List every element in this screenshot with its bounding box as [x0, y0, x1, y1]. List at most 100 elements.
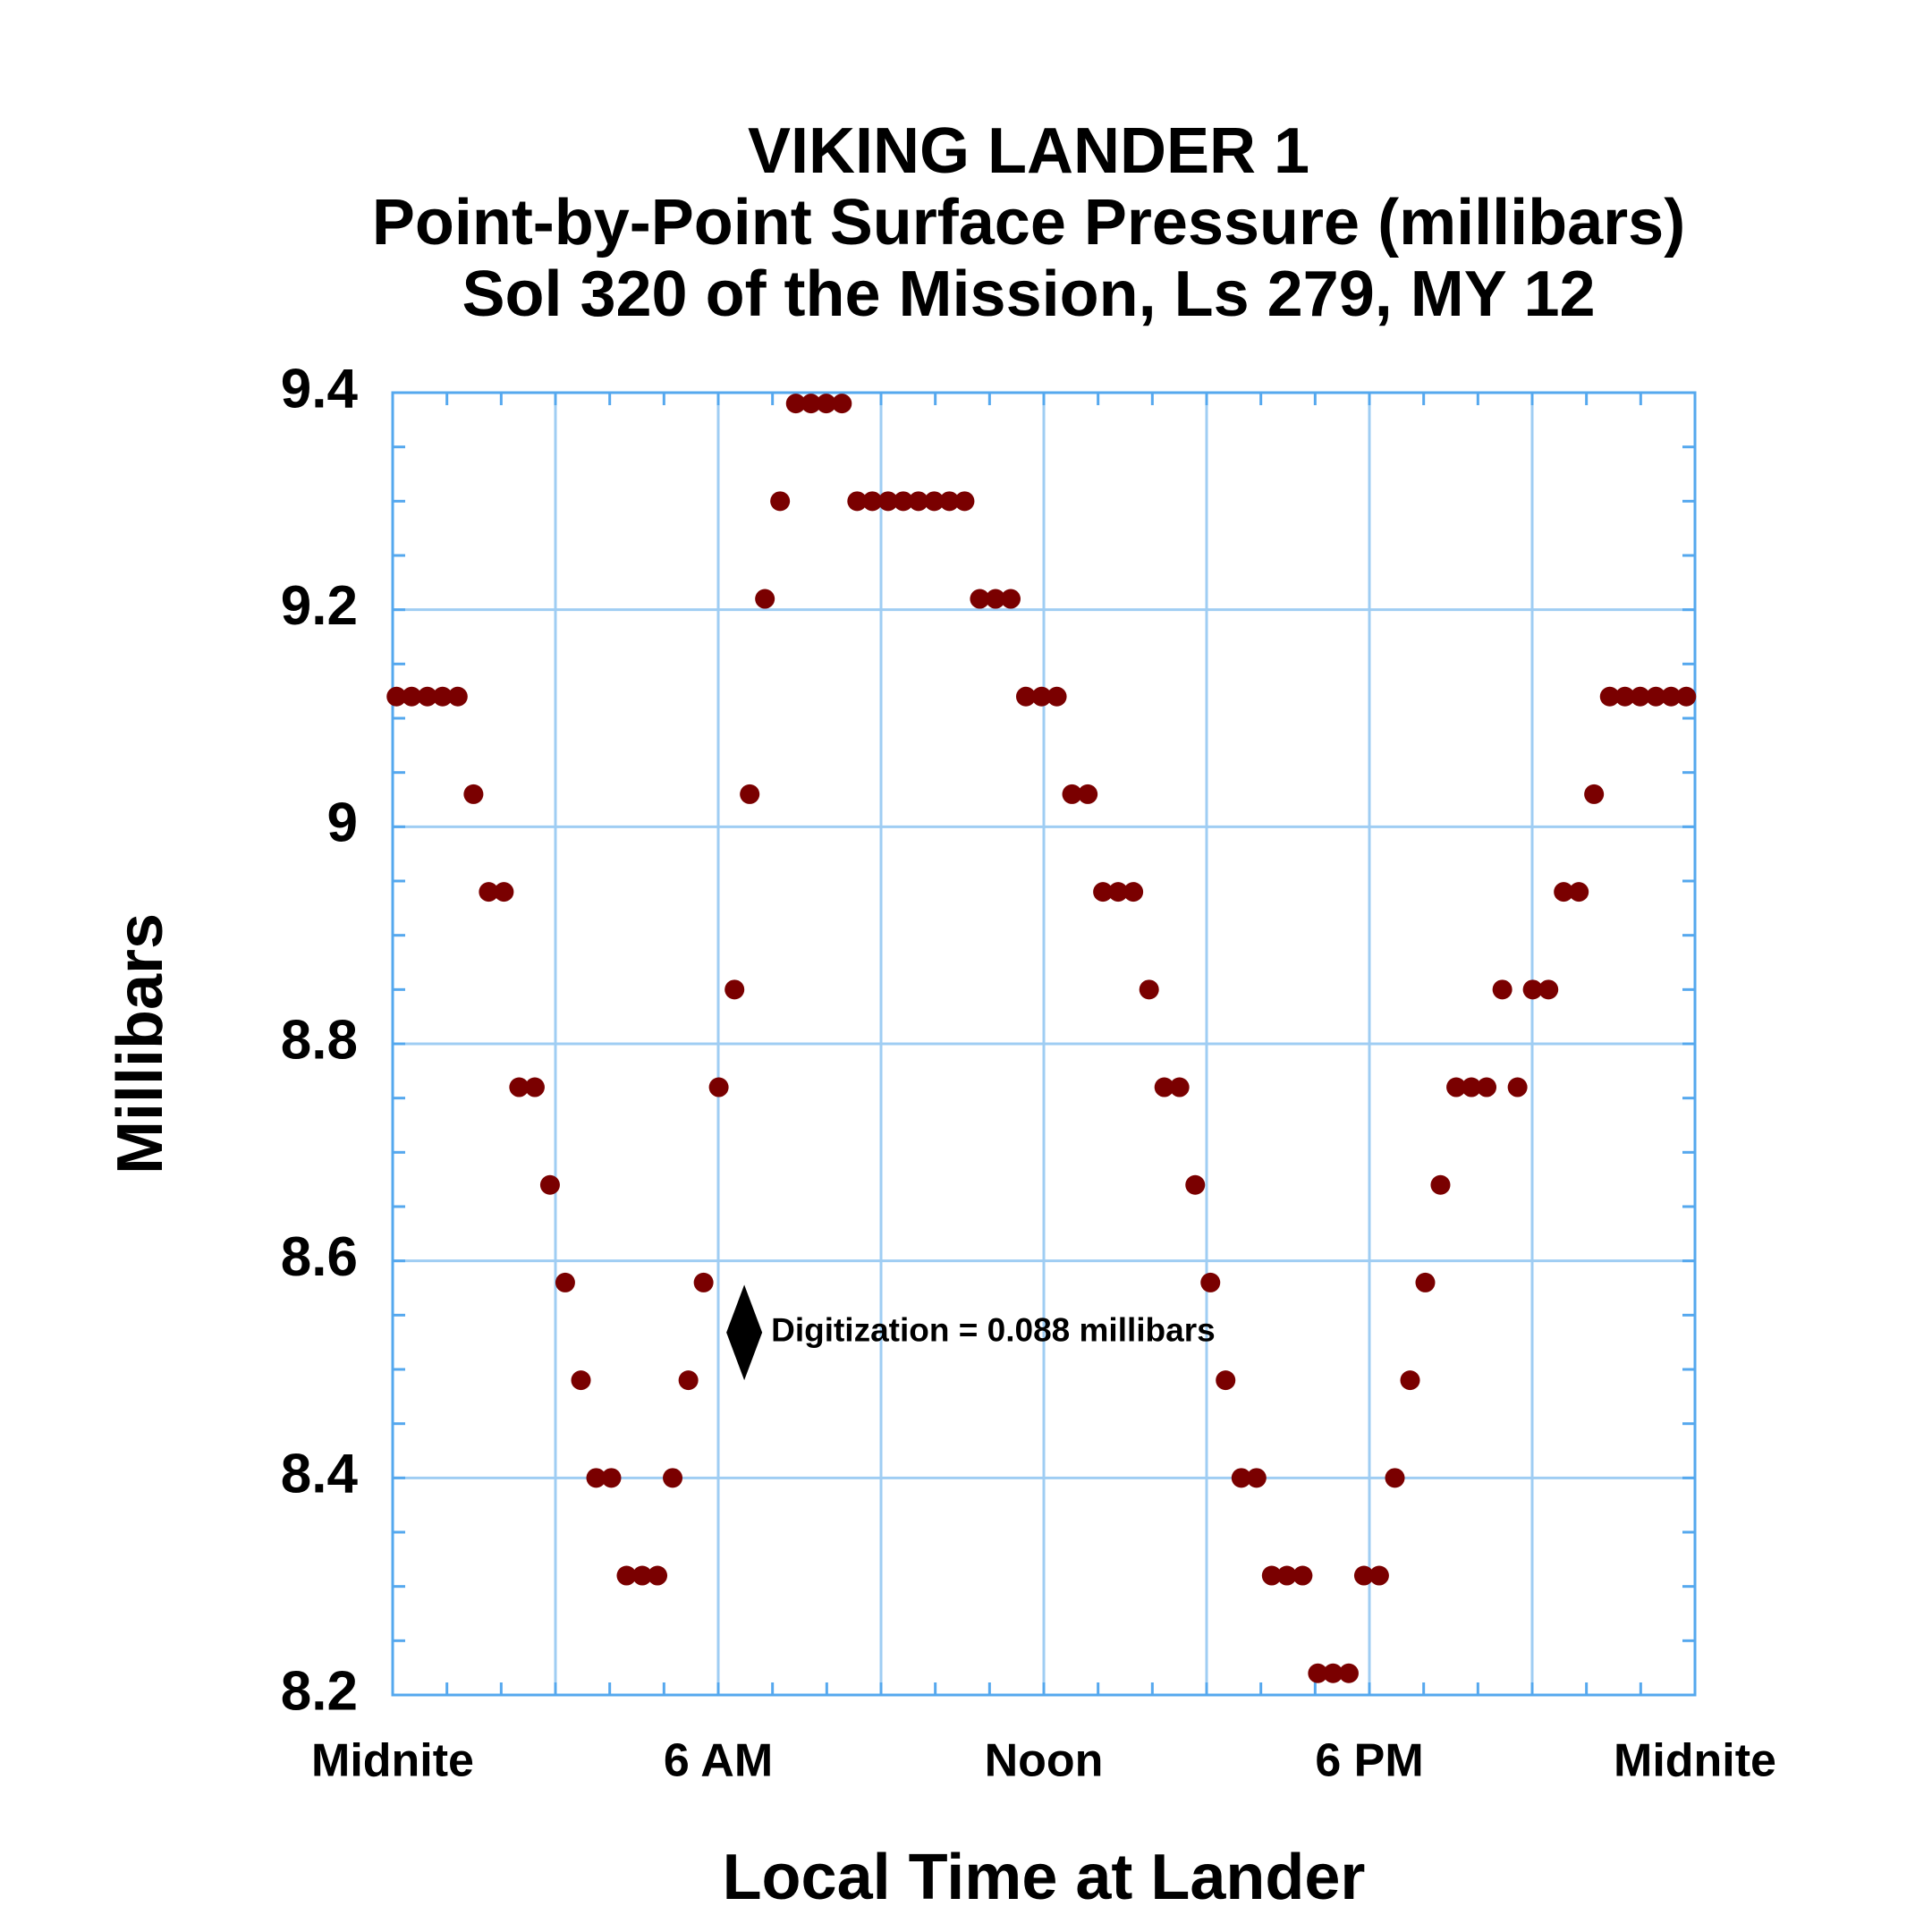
y-tick-label: 8.2 [281, 1660, 358, 1722]
data-point [1385, 1468, 1405, 1488]
data-point [1507, 1077, 1528, 1097]
data-point [616, 1565, 637, 1586]
data-point [1415, 1272, 1436, 1292]
data-point [1430, 1174, 1451, 1195]
data-point [1538, 979, 1559, 1000]
data-point [1108, 882, 1129, 902]
y-tick-label: 8.6 [281, 1226, 358, 1288]
data-point [1216, 1370, 1236, 1391]
data-point [494, 882, 514, 902]
data-point [1492, 979, 1513, 1000]
data-point [1078, 784, 1098, 804]
data-point [832, 394, 852, 414]
data-point [924, 491, 945, 512]
chart-title: Sol 320 of the Mission, Ls 279, MY 12 [462, 258, 1595, 330]
data-point [1676, 686, 1697, 707]
data-point [708, 1077, 729, 1097]
data-point [1015, 686, 1036, 707]
data-point [417, 686, 437, 707]
data-point [1446, 1077, 1467, 1097]
data-point [555, 1272, 575, 1292]
data-point [1661, 686, 1682, 707]
data-point [1338, 1663, 1359, 1683]
y-tick-label: 8.8 [281, 1009, 358, 1071]
data-point [1031, 686, 1052, 707]
data-point [740, 784, 760, 804]
data-point [986, 589, 1006, 609]
data-point [1522, 979, 1543, 1000]
data-point [1046, 686, 1067, 707]
data-point [447, 686, 468, 707]
data-point [571, 1370, 591, 1391]
data-point [1462, 1077, 1482, 1097]
data-point [770, 491, 791, 512]
data-point [632, 1565, 653, 1586]
chart-title: VIKING LANDER 1 [748, 115, 1309, 187]
data-point [1323, 1663, 1343, 1683]
data-point [402, 686, 422, 707]
chart-title: Point-by-Point Surface Pressure (milliba… [372, 187, 1685, 258]
y-tick-label: 9.4 [281, 358, 359, 419]
data-point [877, 491, 898, 512]
data-point [479, 882, 499, 902]
data-point [939, 491, 960, 512]
x-tick-label: 6 PM [1315, 1735, 1423, 1787]
data-point [509, 1077, 530, 1097]
x-tick-label: 6 AM [664, 1735, 773, 1787]
data-point [1154, 1077, 1174, 1097]
data-point [1569, 882, 1589, 902]
data-point [1139, 979, 1159, 1000]
data-point [1276, 1565, 1297, 1586]
y-tick-label: 9.2 [281, 575, 358, 637]
data-point [1308, 1663, 1328, 1683]
data-point [847, 491, 868, 512]
data-point [1169, 1077, 1190, 1097]
data-point [785, 394, 806, 414]
data-point [1000, 589, 1021, 609]
data-point [539, 1174, 560, 1195]
data-point [724, 979, 745, 1000]
data-point [678, 1370, 699, 1391]
data-point [908, 491, 928, 512]
data-point [1200, 1272, 1221, 1292]
data-point [463, 784, 484, 804]
plot-frame [391, 391, 1697, 1697]
y-tick-label: 8.4 [281, 1444, 359, 1505]
data-point [1231, 1468, 1251, 1488]
annotation: Digitization = 0.088 millibars [771, 1312, 1216, 1349]
data-point [1093, 882, 1114, 902]
data-point [1123, 882, 1144, 902]
data-point [755, 589, 775, 609]
data-point [1584, 784, 1605, 804]
y-tick-label: 9 [327, 792, 358, 854]
data-point [601, 1468, 622, 1488]
data-point [524, 1077, 545, 1097]
data-point [1400, 1370, 1420, 1391]
data-point [1062, 784, 1082, 804]
data-point [1599, 686, 1620, 707]
data-point [1630, 686, 1650, 707]
data-point [432, 686, 453, 707]
data-point [954, 491, 975, 512]
data-point [1477, 1077, 1497, 1097]
digitization-marker [726, 1284, 763, 1381]
data-point [893, 491, 913, 512]
data-point [1353, 1565, 1374, 1586]
data-point [801, 394, 821, 414]
data-point [1554, 882, 1574, 902]
data-point [1614, 686, 1635, 707]
x-tick-label: Noon [985, 1735, 1104, 1787]
x-tick-label: Midnite [1614, 1735, 1776, 1787]
data-point [693, 1272, 714, 1292]
data-point [1646, 686, 1666, 707]
x-axis-label: Local Time at Lander [723, 1842, 1366, 1913]
data-point [663, 1468, 683, 1488]
data-point [586, 1468, 606, 1488]
y-axis-label: Millibars [105, 913, 176, 1174]
data-point [1368, 1565, 1389, 1586]
data-point [1292, 1565, 1313, 1586]
data-point [970, 589, 990, 609]
data-point [1246, 1468, 1267, 1488]
x-tick-label: Midnite [311, 1735, 474, 1787]
